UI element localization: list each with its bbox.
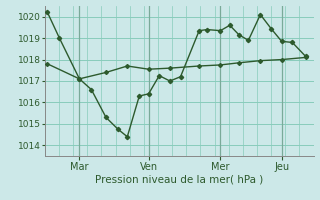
X-axis label: Pression niveau de la mer( hPa ): Pression niveau de la mer( hPa ) [95, 174, 263, 184]
